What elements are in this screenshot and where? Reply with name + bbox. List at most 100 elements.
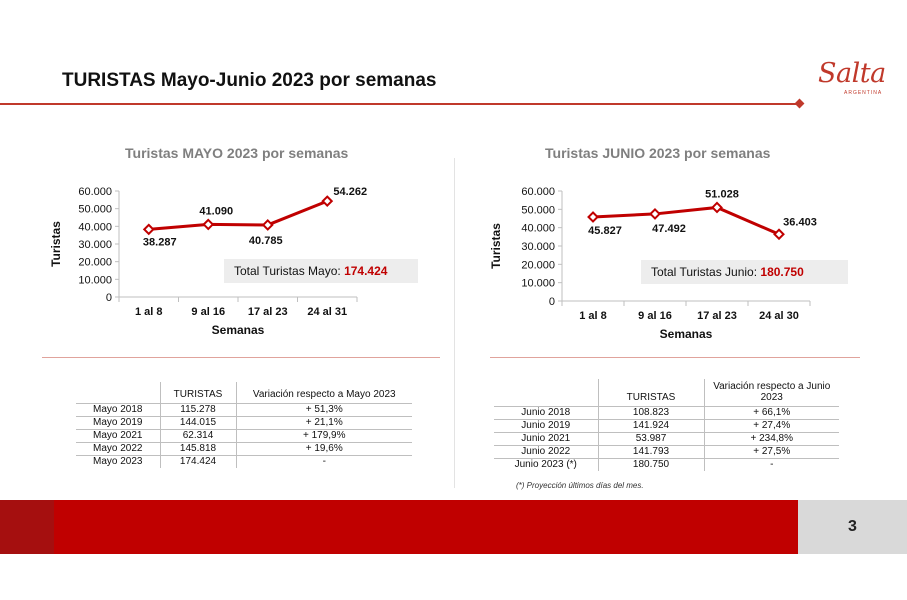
- table-row: Junio 2021 53.987 + 234,8%: [494, 432, 839, 446]
- y-tick-label: 30.000: [78, 239, 112, 251]
- divider-end-diamond: [794, 98, 805, 109]
- table-header-variacion: Variación respecto a Junio 2023: [703, 379, 839, 407]
- y-tick-label: 50.000: [78, 204, 112, 216]
- section-separator-right: [490, 357, 860, 358]
- y-tick-label: 40.000: [78, 221, 112, 233]
- y-tick-label: 50.000: [521, 204, 555, 216]
- series-line: [592, 205, 780, 236]
- data-point-marker: [142, 223, 155, 236]
- table-mayo: TURISTAS Variación respecto a Mayo 2023 …: [76, 382, 412, 468]
- x-tick-label: 17 al 23: [697, 310, 737, 322]
- row-turistas: 141.924: [597, 419, 704, 433]
- y-tick-label: 0: [106, 292, 112, 304]
- row-variacion: -: [703, 458, 839, 471]
- chart-title-junio: Turistas JUNIO 2023 por semanas: [545, 145, 771, 161]
- y-axis-title: Turistas: [489, 223, 503, 269]
- row-variacion: + 234,8%: [703, 432, 839, 446]
- data-point-marker: [202, 218, 215, 231]
- row-turistas: 53.987: [597, 432, 704, 446]
- data-label: 38.287: [143, 236, 177, 248]
- logo-wordmark: Salta: [818, 58, 886, 89]
- data-point-marker: [261, 219, 274, 231]
- logo-subtitle: ARGENTINA: [844, 90, 883, 96]
- data-label: 36.403: [783, 216, 817, 228]
- row-label: Junio 2022: [494, 445, 598, 459]
- table-row: Junio 2023 (*) 180.750 -: [494, 458, 839, 471]
- row-variacion: + 21,1%: [235, 416, 412, 430]
- chart-junio: 0 10.000 20.000 30.000 40.000 50.000 60.000 1 a…: [489, 186, 817, 341]
- table-row: Junio 2019 141.924 + 27,4%: [494, 419, 839, 433]
- data-label: 40.785: [249, 235, 283, 247]
- row-turistas: 108.823: [597, 406, 704, 420]
- panel-divider: [454, 158, 455, 488]
- x-tick-label: 24 al 31: [307, 306, 347, 318]
- x-tick-label: 1 al 8: [579, 310, 607, 322]
- row-turistas: 141.793: [597, 445, 704, 459]
- table-row: Mayo 2022 145.818 + 19,6%: [76, 442, 412, 456]
- total-junio-value: 180.750: [760, 265, 804, 279]
- data-point-marker: [649, 208, 661, 220]
- y-tick-label: 0: [549, 296, 555, 308]
- row-turistas: 144.015: [159, 416, 236, 430]
- row-label: Junio 2019: [494, 419, 598, 433]
- row-variacion: -: [235, 455, 412, 468]
- row-variacion: + 27,4%: [703, 419, 839, 433]
- row-variacion: + 66,1%: [703, 406, 839, 420]
- data-point-marker: [321, 195, 334, 208]
- data-point-marker: [711, 201, 723, 214]
- page-number: 3: [848, 518, 857, 535]
- data-label: 47.492: [652, 223, 686, 235]
- data-label: 54.262: [333, 186, 367, 198]
- table-header-variacion: Variación respecto a Mayo 2023: [235, 382, 412, 404]
- row-turistas: 174.424: [159, 455, 236, 468]
- data-label: 45.827: [588, 225, 622, 237]
- footer-band: [54, 500, 798, 554]
- slide-title: TURISTAS Mayo-Junio 2023 por semanas: [62, 70, 437, 91]
- x-tick-label: 24 al 30: [759, 310, 799, 322]
- row-label: Junio 2021: [494, 432, 598, 446]
- row-label: Mayo 2023: [93, 456, 143, 467]
- y-tick-label: 40.000: [521, 223, 555, 235]
- y-tick-label: 10.000: [521, 278, 555, 290]
- table-row: Mayo 2021 62.314 + 179,9%: [76, 429, 412, 443]
- footnote: (*) Proyección últimos días del mes.: [516, 481, 644, 490]
- y-tick-label: 60.000: [521, 186, 555, 198]
- x-tick-label: 17 al 23: [248, 306, 288, 318]
- row-turistas: 115.278: [159, 403, 236, 417]
- row-turistas: 180.750: [597, 458, 704, 471]
- y-axis-title: Turistas: [49, 221, 63, 267]
- row-label: Mayo 2018: [76, 403, 160, 417]
- page-number-box: [798, 500, 907, 554]
- data-point-marker: [773, 228, 785, 241]
- chart-mayo: 0 10.000 20.000 30.000 40.000 50.000 60.000 1 a…: [49, 186, 367, 337]
- row-variacion: + 19,6%: [235, 442, 412, 456]
- x-tick-label: 9 al 16: [638, 310, 672, 322]
- data-label: 41.090: [199, 205, 233, 217]
- table-row: Junio 2022 141.793 + 27,5%: [494, 445, 839, 459]
- row-label: Mayo 2021: [76, 429, 160, 443]
- table-row: Mayo 2018 115.278 + 51,3%: [76, 403, 412, 417]
- y-tick-label: 30.000: [521, 241, 555, 253]
- row-variacion: + 51,3%: [235, 403, 412, 417]
- y-tick-label: 20.000: [521, 259, 555, 271]
- data-label: 51.028: [705, 188, 739, 200]
- table-row: Mayo 2019 144.015 + 21,1%: [76, 416, 412, 430]
- table-junio: TURISTAS Variación respecto a Junio 2023…: [494, 379, 839, 471]
- row-label: Mayo 2022: [76, 442, 160, 456]
- series-line: [148, 199, 328, 231]
- row-variacion: + 27,5%: [703, 445, 839, 459]
- total-junio-box: Total Turistas Junio: 180.750: [641, 260, 848, 284]
- table-header-empty: [494, 379, 598, 407]
- row-label: Junio 2018: [494, 406, 598, 420]
- salta-logo: Salta ARGENTINA: [818, 58, 888, 100]
- row-turistas: 62.314: [159, 429, 236, 443]
- data-point-marker: [587, 211, 599, 223]
- row-label: Mayo 2019: [76, 416, 160, 430]
- total-mayo-label: Total Turistas Mayo:: [234, 264, 341, 278]
- total-mayo-box: Total Turistas Mayo: 174.424: [224, 259, 418, 283]
- chart-title-mayo: Turistas MAYO 2023 por semanas: [125, 145, 349, 161]
- y-tick-label: 10.000: [78, 274, 112, 286]
- total-junio-label: Total Turistas Junio:: [651, 265, 758, 279]
- y-tick-label: 60.000: [78, 186, 112, 198]
- title-divider: [0, 103, 800, 105]
